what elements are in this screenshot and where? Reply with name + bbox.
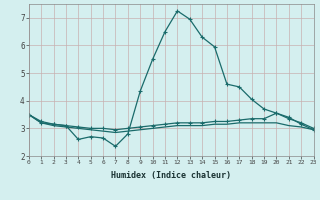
- X-axis label: Humidex (Indice chaleur): Humidex (Indice chaleur): [111, 171, 231, 180]
